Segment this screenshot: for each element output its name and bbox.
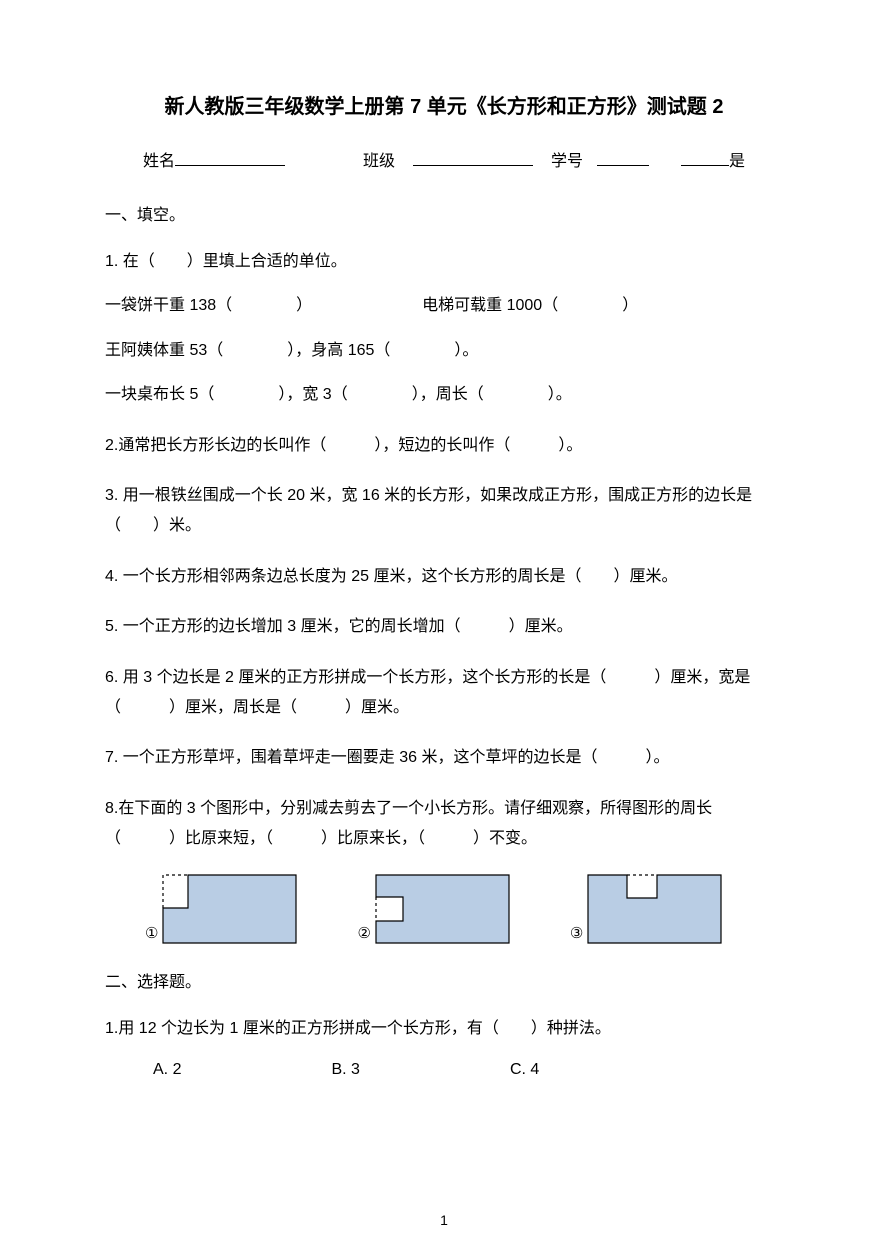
name-blank[interactable]	[175, 150, 285, 166]
section-1-head: 一、填空。	[105, 201, 783, 225]
fig3-label: ③	[570, 924, 583, 942]
choice-A[interactable]: A. 2	[153, 1055, 181, 1085]
fig2-shape	[375, 874, 510, 944]
q6: 6. 用 3 个边长是 2 厘米的正方形拼成一个长方形，这个长方形的长是（ ）厘…	[105, 663, 783, 724]
q7: 7. 一个正方形草坪，围着草坪走一圈要走 36 米，这个草坪的边长是（ ）。	[105, 743, 783, 773]
fig1-label: ①	[145, 924, 158, 942]
extra-blank[interactable]	[681, 150, 729, 166]
fig2-label: ②	[357, 924, 370, 942]
tail-text: 是	[729, 147, 745, 171]
q1-line1b: 电梯可载重 1000（ ）	[422, 291, 638, 321]
q2: 2.通常把长方形长边的长叫作（ ），短边的长叫作（ ）。	[105, 431, 783, 461]
q1-line1a: 一袋饼干重 138（ ）	[105, 291, 312, 321]
class-label: 班级	[363, 147, 395, 171]
page-number: 1	[0, 1212, 888, 1228]
choice-B[interactable]: B. 3	[331, 1055, 359, 1085]
choice-C[interactable]: C. 4	[510, 1055, 539, 1085]
student-info: 姓名 班级 学号 是	[105, 147, 783, 171]
name-label: 姓名	[143, 147, 175, 171]
class-blank[interactable]	[413, 150, 533, 166]
s2q1-stem: 1.用 12 个边长为 1 厘米的正方形拼成一个长方形，有（ ）种拼法。	[105, 1014, 783, 1044]
q1: 1. 在（ ）里填上合适的单位。 一袋饼干重 138（ ） 电梯可载重 1000…	[105, 247, 783, 411]
q1-line2: 王阿姨体重 53（ ），身高 165（ ）。	[105, 336, 783, 366]
section-2-head: 二、选择题。	[105, 968, 783, 992]
q3: 3. 用一根铁丝围成一个长 20 米，宽 16 米的长方形，如果改成正方形，围成…	[105, 481, 783, 542]
s2q1: 1.用 12 个边长为 1 厘米的正方形拼成一个长方形，有（ ）种拼法。 A. …	[105, 1014, 783, 1085]
q1-line3: 一块桌布长 5（ ），宽 3（ ），周长（ ）。	[105, 380, 783, 410]
fig1-shape	[162, 874, 297, 944]
q8-figures: ① ② ③	[105, 874, 783, 944]
page-title: 新人教版三年级数学上册第 7 单元《长方形和正方形》测试题 2	[105, 90, 783, 119]
id-label: 学号	[551, 147, 583, 171]
id-blank[interactable]	[597, 150, 649, 166]
fig3-shape	[587, 874, 722, 944]
q4: 4. 一个长方形相邻两条边总长度为 25 厘米，这个长方形的周长是（ ）厘米。	[105, 562, 783, 592]
q8-stem: 8.在下面的 3 个图形中，分别减去剪去了一个小长方形。请仔细观察，所得图形的周…	[105, 794, 783, 855]
q1-stem: 1. 在（ ）里填上合适的单位。	[105, 247, 783, 277]
q5: 5. 一个正方形的边长增加 3 厘米，它的周长增加（ ）厘米。	[105, 612, 783, 642]
